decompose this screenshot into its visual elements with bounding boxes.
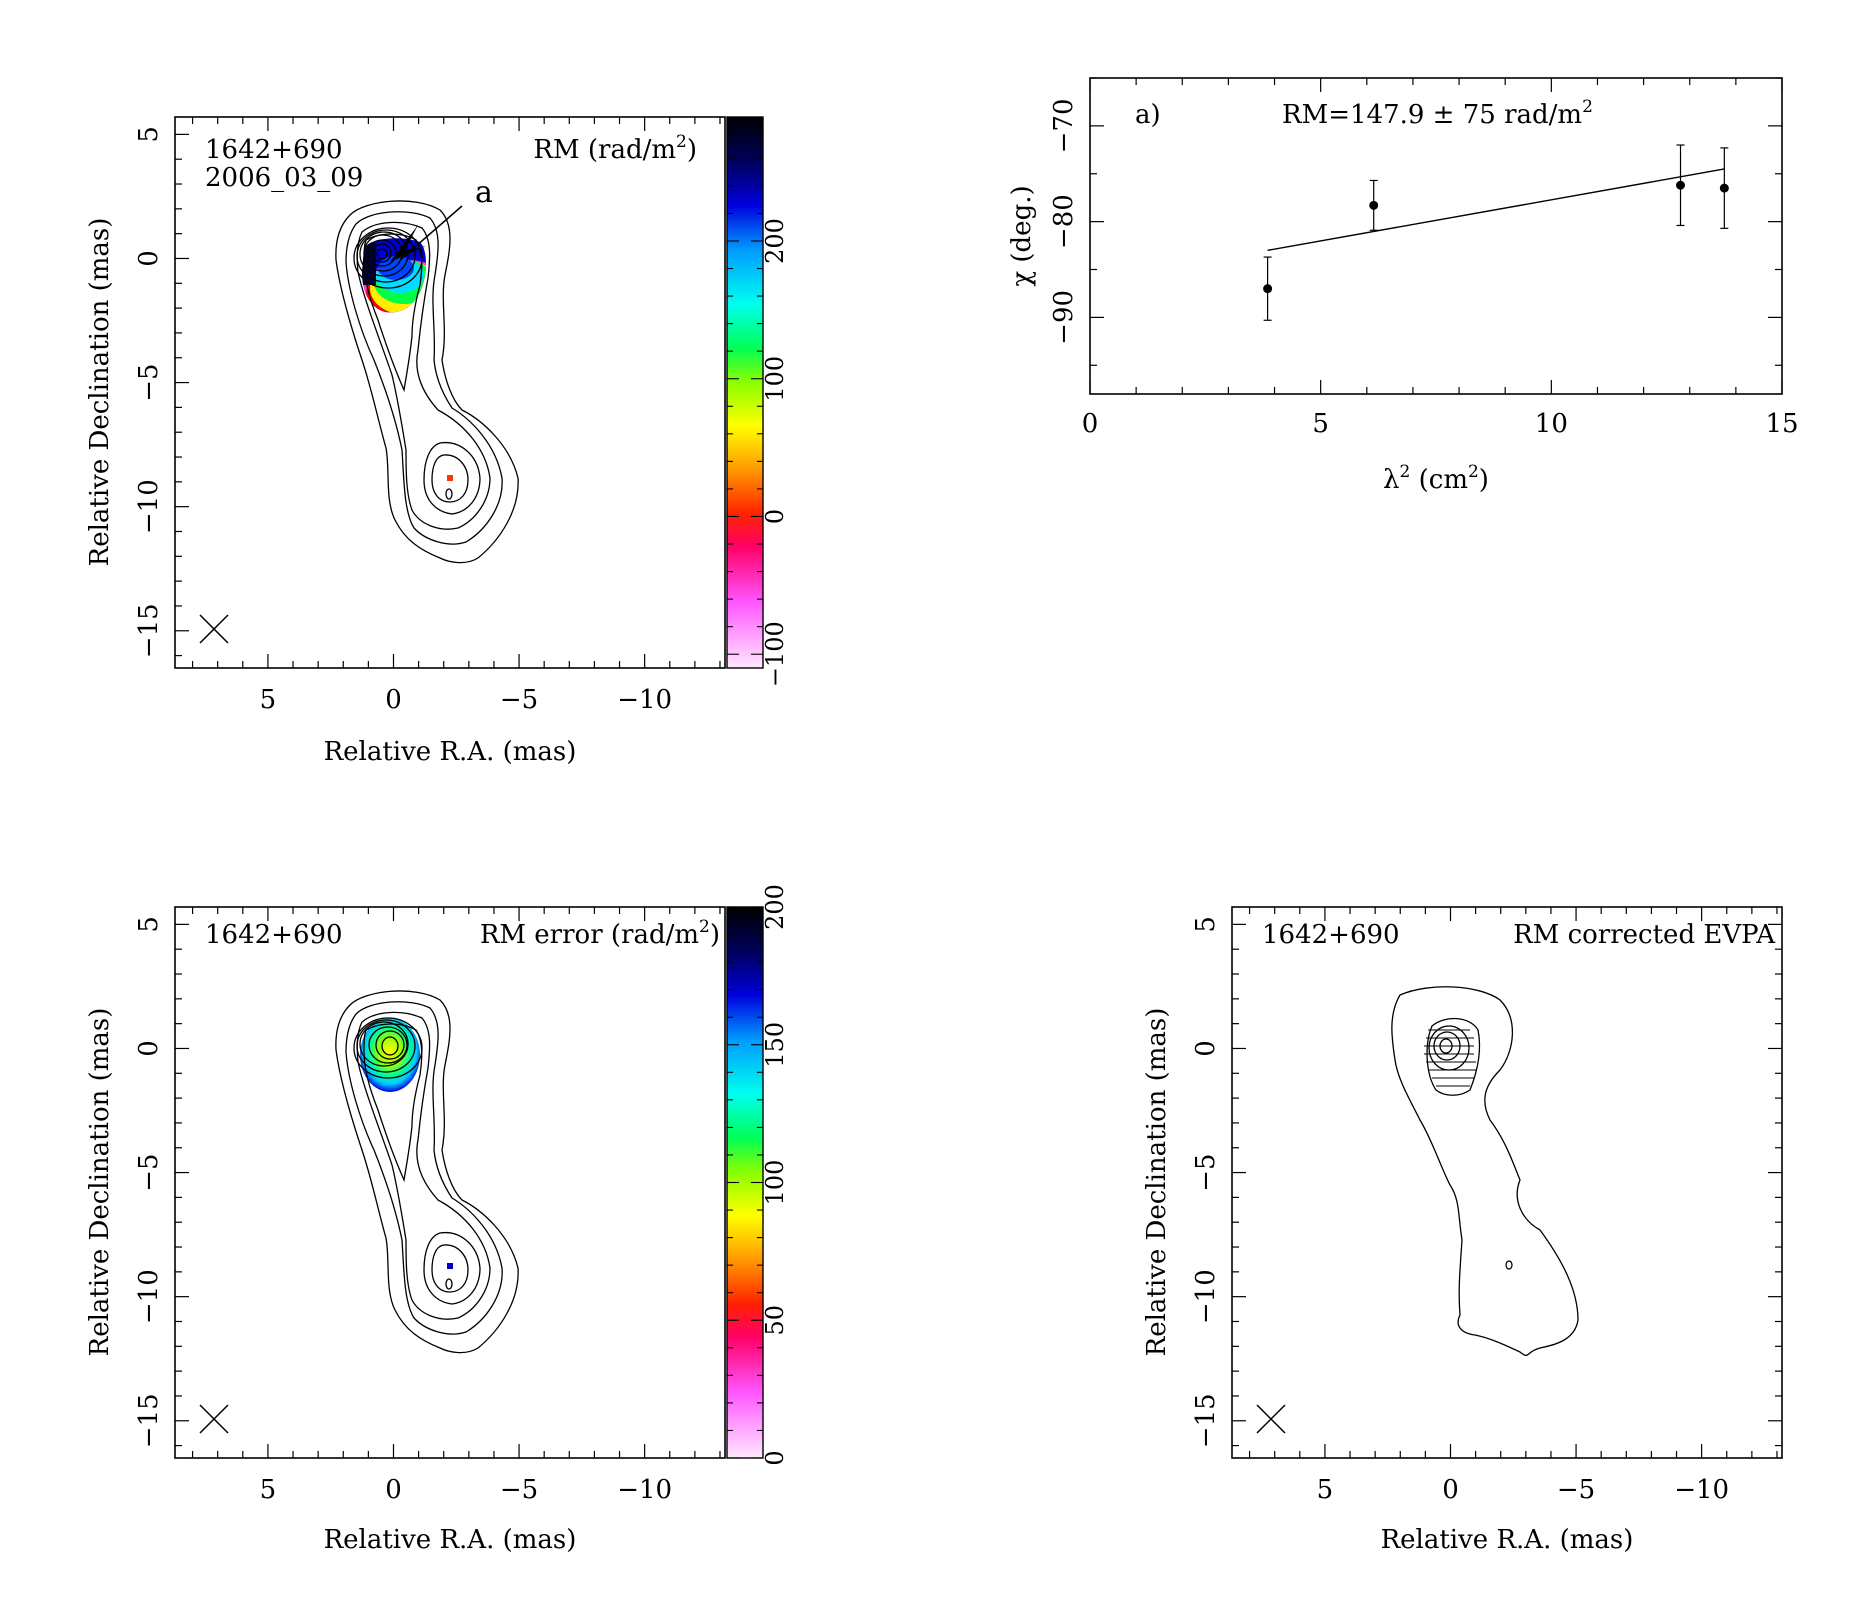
rm-fit-marks	[1263, 144, 1729, 321]
rm-error-colorbar-ticks: 0 50 100 150 200	[727, 884, 789, 1466]
rm-pixel	[447, 475, 453, 481]
colorbar-tick-label: 0	[761, 509, 789, 524]
rm-map-frame	[174, 116, 726, 669]
x-tick-label: 5	[260, 1475, 277, 1505]
y-tick-label: 5	[134, 126, 164, 143]
colorbar-tick-label: 50	[761, 1305, 789, 1336]
data-point	[1369, 200, 1379, 210]
rm-annotation-arrow	[390, 205, 463, 262]
evpa-contours	[1391, 986, 1579, 1356]
data-point	[1719, 183, 1729, 193]
y-tick-label: 5	[134, 916, 164, 933]
rm-error-contours	[335, 990, 519, 1354]
rm-map-label: RM (rad/m2)	[533, 132, 697, 165]
rm-fit-label: RM=147.9 ± 75 rad/m2	[1282, 97, 1593, 130]
colorbar-tick-label: 100	[761, 356, 789, 402]
x-tick-label: −5	[1557, 1475, 1595, 1505]
y-tick-label: −70	[1049, 98, 1079, 153]
rm-map-xlabel: Relative R.A. (mas)	[324, 737, 577, 767]
y-tick-label: 0	[1191, 1040, 1221, 1057]
y-tick-label: 5	[1191, 916, 1221, 933]
y-tick-label: −10	[134, 479, 164, 534]
rm-fit-panel: 0 5 10 15−70−80−90 a) RM=147.9 ± 75 rad/m2 …	[1007, 77, 1799, 495]
rm-epoch-label: 2006_03_09	[205, 163, 363, 193]
rm-source-label: 1642+690	[205, 135, 343, 165]
colorbar-tick-label: 200	[761, 884, 789, 930]
data-point	[1676, 180, 1686, 190]
data-point	[1263, 284, 1273, 294]
x-tick-label: 0	[385, 685, 402, 715]
rm-color-region	[362, 238, 426, 313]
rm-error-map-label: RM error (rad/m2)	[480, 917, 720, 950]
y-tick-label: −15	[134, 1393, 164, 1448]
rm-annotation-label: a	[475, 175, 493, 210]
rm-fit-axes: 0 5 10 15 −70 −80 −90	[1049, 77, 1799, 439]
x-tick-label: 0	[385, 1475, 402, 1505]
x-tick-label: 0	[1082, 409, 1099, 439]
y-tick-label: −10	[1191, 1269, 1221, 1324]
evpa-beam	[1256, 1404, 1286, 1434]
rm-error-xlabel: Relative R.A. (mas)	[324, 1525, 577, 1555]
rm-map-ylabel: Relative Declination (mas)	[85, 218, 115, 567]
rm-map-contours	[335, 200, 519, 564]
rm-colorbar	[726, 116, 764, 669]
rm-map-axes: 5 0 −5 −10 5 0 −5 −10 −15	[134, 117, 721, 715]
rm-error-pixel	[447, 1263, 453, 1269]
colorbar-tick-label: 150	[761, 1022, 789, 1068]
fit-line	[1267, 168, 1725, 252]
rm-error-ylabel: Relative Declination (mas)	[85, 1008, 115, 1357]
evpa-source-label: 1642+690	[1262, 920, 1400, 950]
x-tick-label: 10	[1535, 409, 1568, 439]
x-tick-label: 5	[260, 685, 277, 715]
colorbar-tick-label: 100	[761, 1160, 789, 1206]
evpa-frame	[1231, 906, 1783, 1459]
evpa-panel: 1642+690 RM corrected EVPA 5 0 −5 −10 5 0 −5 −1…	[1142, 906, 1783, 1555]
rm-beam	[199, 614, 229, 644]
x-tick-label: −5	[500, 685, 538, 715]
colorbar-tick-label: −100	[761, 621, 789, 687]
x-tick-label: 5	[1312, 409, 1329, 439]
x-tick-label: 15	[1765, 409, 1798, 439]
rm-fit-ylabel: χ (deg.)	[1007, 185, 1037, 286]
rm-error-source-label: 1642+690	[205, 920, 343, 950]
evpa-xlabel: Relative R.A. (mas)	[1381, 1525, 1634, 1555]
x-tick-label: −10	[1674, 1475, 1729, 1505]
y-tick-label: −15	[1191, 1393, 1221, 1448]
y-tick-label: −5	[134, 1153, 164, 1191]
y-tick-label: −15	[134, 603, 164, 658]
y-tick-label: −5	[1191, 1153, 1221, 1191]
x-tick-label: −5	[500, 1475, 538, 1505]
colorbar-tick-label: 0	[761, 1450, 789, 1465]
rm-fit-xlabel: λ2 (cm2)	[1383, 462, 1489, 495]
y-tick-label: 0	[134, 1040, 164, 1057]
rm-fit-frame	[1089, 77, 1783, 395]
rm-fit-panel-label: a)	[1135, 100, 1161, 130]
x-tick-label: 0	[1442, 1475, 1459, 1505]
y-tick-label: −10	[134, 1269, 164, 1324]
y-tick-label: −90	[1049, 290, 1079, 345]
colorbar-tick-label: 200	[761, 218, 789, 264]
evpa-axes: 5 0 −5 −10 5 0 −5 −10 −15	[1191, 907, 1782, 1505]
rm-colorbar-ticks: −100 0 100 200	[727, 130, 789, 687]
y-tick-label: 0	[134, 250, 164, 267]
rm-error-frame	[174, 906, 726, 1459]
x-tick-label: 5	[1317, 1475, 1334, 1505]
x-tick-label: −10	[617, 685, 672, 715]
evpa-map-label: RM corrected EVPA	[1513, 920, 1776, 950]
x-tick-label: −10	[617, 1475, 672, 1505]
evpa-ylabel: Relative Declination (mas)	[1142, 1008, 1172, 1357]
evpa-vectors	[1424, 1029, 1476, 1087]
rm-error-axes: 5 0 −5 −10 5 0 −5 −10 −15	[134, 907, 721, 1505]
rm-error-beam	[199, 1404, 229, 1434]
y-tick-label: −5	[134, 363, 164, 401]
y-tick-label: −80	[1049, 194, 1079, 249]
